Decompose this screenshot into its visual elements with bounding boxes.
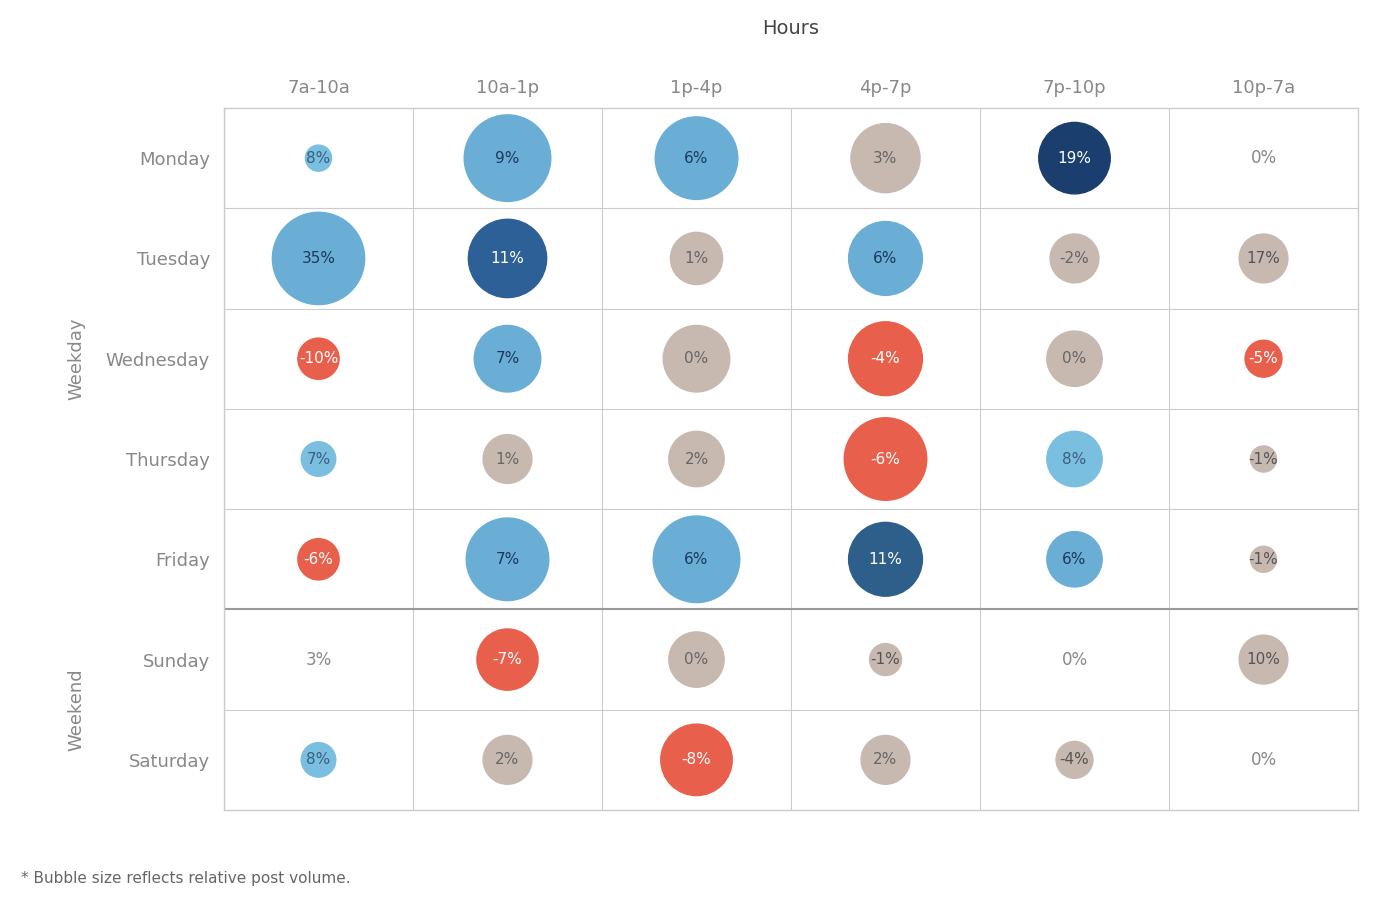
Ellipse shape [861, 735, 910, 784]
Text: -6%: -6% [871, 452, 900, 466]
Ellipse shape [671, 232, 722, 284]
Text: -6%: -6% [304, 552, 333, 567]
Text: 7%: 7% [496, 351, 519, 366]
Ellipse shape [1050, 234, 1099, 283]
Text: 35%: 35% [301, 251, 336, 266]
Ellipse shape [483, 435, 532, 483]
Text: Hours: Hours [763, 19, 819, 38]
Ellipse shape [654, 516, 739, 603]
Text: 17%: 17% [1246, 251, 1281, 266]
Text: -1%: -1% [871, 652, 900, 667]
Ellipse shape [483, 735, 532, 784]
Ellipse shape [305, 145, 332, 171]
Text: 2%: 2% [685, 452, 708, 466]
Ellipse shape [273, 212, 364, 304]
Ellipse shape [669, 431, 724, 487]
Text: Weekend: Weekend [67, 669, 85, 751]
Text: -2%: -2% [1060, 251, 1089, 266]
Ellipse shape [848, 221, 923, 295]
Text: 2%: 2% [496, 752, 519, 768]
Ellipse shape [661, 724, 732, 796]
Text: 8%: 8% [307, 752, 330, 768]
Ellipse shape [1047, 331, 1102, 386]
Ellipse shape [298, 539, 339, 580]
Ellipse shape [475, 326, 540, 392]
Text: 7%: 7% [307, 452, 330, 466]
Text: 8%: 8% [307, 150, 330, 166]
Text: 10%: 10% [1246, 652, 1281, 667]
Ellipse shape [469, 220, 546, 298]
Text: 2%: 2% [874, 752, 897, 768]
Text: 8%: 8% [1063, 452, 1086, 466]
Text: 9%: 9% [496, 150, 519, 166]
Text: 3%: 3% [874, 150, 897, 166]
Text: 1%: 1% [685, 251, 708, 266]
Ellipse shape [1039, 122, 1110, 194]
Text: -1%: -1% [1249, 552, 1278, 567]
Text: 6%: 6% [685, 552, 708, 567]
Text: -1%: -1% [1249, 452, 1278, 466]
Text: 6%: 6% [685, 150, 708, 166]
Ellipse shape [1239, 635, 1288, 684]
Ellipse shape [869, 644, 902, 676]
Ellipse shape [477, 629, 538, 690]
Text: 0%: 0% [685, 351, 708, 366]
Text: 0%: 0% [685, 652, 708, 667]
Ellipse shape [466, 518, 549, 600]
Ellipse shape [844, 418, 927, 500]
Text: -8%: -8% [682, 752, 711, 768]
Ellipse shape [465, 115, 550, 202]
Ellipse shape [1250, 446, 1277, 472]
Text: 6%: 6% [874, 251, 897, 266]
Ellipse shape [848, 522, 923, 596]
Ellipse shape [1056, 742, 1093, 778]
Ellipse shape [1250, 546, 1277, 572]
Text: 7%: 7% [496, 552, 519, 567]
Ellipse shape [669, 632, 724, 688]
Text: 0%: 0% [1250, 751, 1277, 769]
Text: 11%: 11% [868, 552, 903, 567]
Text: -7%: -7% [493, 652, 522, 667]
Ellipse shape [1245, 340, 1282, 377]
Ellipse shape [848, 322, 923, 396]
Text: -10%: -10% [298, 351, 339, 366]
Ellipse shape [1239, 234, 1288, 283]
Text: 1%: 1% [496, 452, 519, 466]
Ellipse shape [851, 123, 920, 193]
Text: 3%: 3% [305, 651, 332, 669]
Text: -5%: -5% [1249, 351, 1278, 366]
Text: * Bubble size reflects relative post volume.: * Bubble size reflects relative post vol… [21, 871, 350, 886]
Text: -4%: -4% [1060, 752, 1089, 768]
Text: 19%: 19% [1057, 150, 1092, 166]
Ellipse shape [655, 117, 738, 200]
Ellipse shape [301, 742, 336, 777]
Text: 0%: 0% [1061, 651, 1088, 669]
Ellipse shape [1047, 532, 1102, 587]
Ellipse shape [301, 442, 336, 476]
Text: 6%: 6% [1063, 552, 1086, 567]
Text: 0%: 0% [1063, 351, 1086, 366]
Ellipse shape [664, 326, 729, 392]
Ellipse shape [298, 338, 339, 379]
Text: 11%: 11% [490, 251, 525, 266]
Text: -4%: -4% [871, 351, 900, 366]
Text: 0%: 0% [1250, 149, 1277, 167]
Ellipse shape [1047, 431, 1102, 487]
Text: Weekday: Weekday [67, 318, 85, 400]
